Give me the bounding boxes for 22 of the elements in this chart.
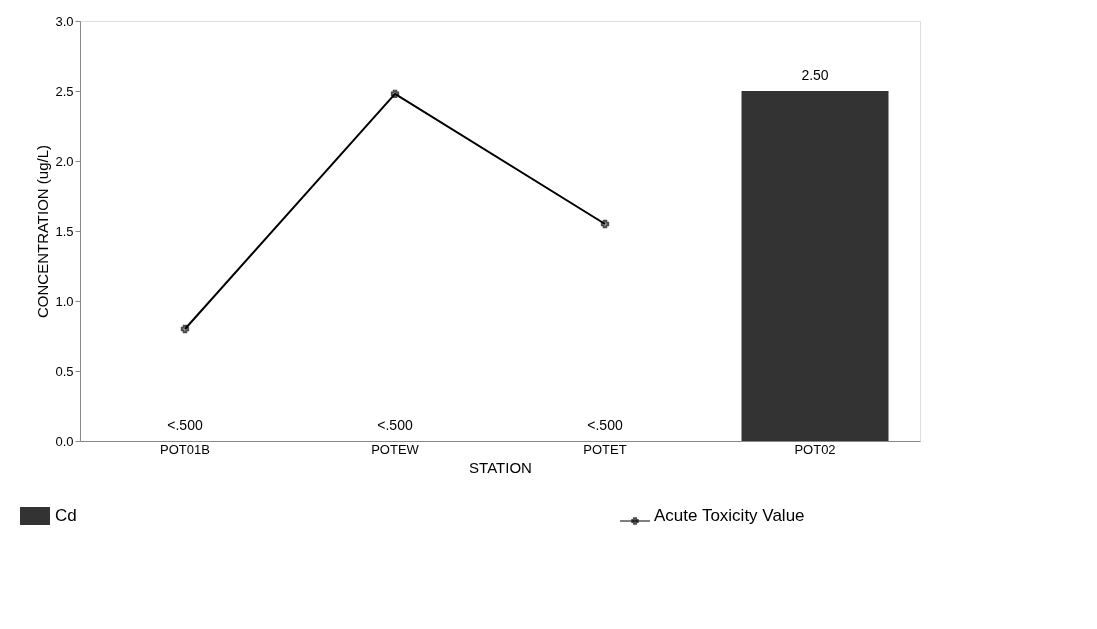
text: <.500 bbox=[587, 417, 623, 433]
x-tick-label: POT01B bbox=[160, 441, 210, 457]
y-tick-label: 1.5 bbox=[55, 223, 74, 239]
point bbox=[390, 89, 400, 98]
legend-label: Cd bbox=[55, 506, 77, 525]
x-tick-label: POTEW bbox=[371, 441, 420, 457]
point bbox=[180, 324, 190, 334]
y-tick-label: 0.5 bbox=[55, 363, 74, 379]
y-tick-label: 1.0 bbox=[55, 293, 74, 309]
x-axis-title: STATION bbox=[469, 458, 532, 476]
y-tick-label: 0.0 bbox=[55, 433, 74, 449]
y-tick-label: 2.0 bbox=[55, 153, 74, 169]
data-label: 2.50 bbox=[801, 67, 829, 83]
legend-label: Acute Toxicity Value bbox=[654, 506, 805, 525]
text: <.500 bbox=[167, 417, 203, 433]
y-axis-title: CONCENTRATION (ug/L) bbox=[34, 144, 52, 319]
x-tick-label: POTET bbox=[583, 441, 627, 457]
x-tick-label: POT02 bbox=[794, 441, 836, 457]
text: <.500 bbox=[377, 417, 413, 433]
y-tick-label: 3.0 bbox=[55, 13, 74, 29]
point bbox=[600, 219, 610, 229]
y-tick-label: 2.5 bbox=[55, 83, 74, 99]
